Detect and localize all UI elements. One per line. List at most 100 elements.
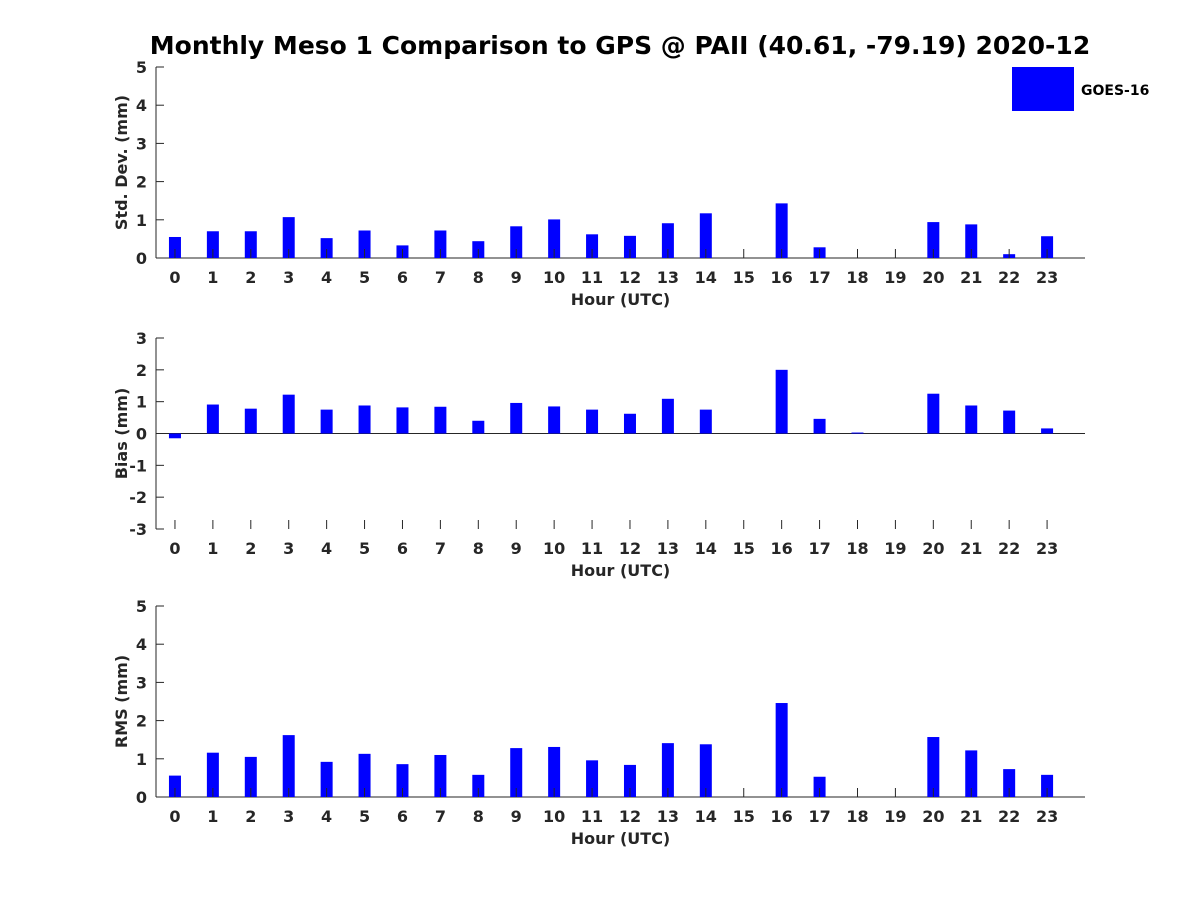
bias-x-tick-label: 10	[543, 539, 565, 558]
rms-bar	[282, 735, 295, 797]
bias-x-tick-label: 23	[1036, 539, 1058, 558]
bias-x-tick-label: 0	[169, 539, 180, 558]
rms-x-tick-label: 7	[435, 807, 446, 826]
rms-x-tick-label: 0	[169, 807, 180, 826]
bias-x-tick-label: 5	[359, 539, 370, 558]
rms-bar	[472, 774, 485, 797]
std-dev-y-tick-label: 2	[136, 173, 147, 192]
bias-y-tick-label: 3	[136, 329, 147, 348]
std-dev-x-tick-label: 22	[998, 268, 1020, 287]
bias-bar	[510, 402, 523, 434]
std-dev-bar	[699, 213, 712, 258]
rms-bar	[1003, 769, 1016, 797]
rms-y-tick-label: 3	[136, 673, 147, 692]
bias-bar	[358, 405, 371, 434]
rms-x-tick-label: 23	[1036, 807, 1058, 826]
std-dev-x-tick-label: 20	[922, 268, 944, 287]
bias-bar	[168, 433, 181, 439]
std-dev-y-tick-label: 5	[136, 58, 147, 77]
std-dev-y-tick-label: 1	[136, 211, 147, 230]
std-dev-x-tick-label: 5	[359, 268, 370, 287]
rms-x-tick-label: 1	[207, 807, 218, 826]
std-dev-x-tick-label: 2	[245, 268, 256, 287]
std-dev-x-tick-label: 21	[960, 268, 982, 287]
std-dev-bar	[206, 231, 219, 258]
bias-x-tick-label: 16	[771, 539, 793, 558]
std-dev-x-tick-label: 1	[207, 268, 218, 287]
bias-bar	[586, 409, 599, 434]
bias-bar	[244, 408, 257, 434]
bias-x-tick-label: 13	[657, 539, 679, 558]
rms-x-tick-label: 6	[397, 807, 408, 826]
std-dev-bar	[320, 238, 333, 258]
bias-y-tick-label: 0	[136, 425, 147, 444]
std-dev-x-tick-label: 0	[169, 268, 180, 287]
rms-x-tick-label: 17	[808, 807, 830, 826]
std-dev-bar	[661, 223, 674, 258]
std-dev-bar	[775, 203, 788, 258]
rms-y-tick-label: 5	[136, 597, 147, 616]
std-dev-y-axis-label: Std. Dev. (mm)	[112, 95, 131, 230]
rms-bar	[320, 761, 333, 797]
rms-bar	[548, 746, 561, 797]
rms-bar	[358, 753, 371, 797]
bias-y-tick-label: 1	[136, 393, 147, 412]
std-dev-x-tick-label: 6	[397, 268, 408, 287]
std-dev-x-tick-label: 13	[657, 268, 679, 287]
std-dev-bar	[434, 230, 447, 258]
bias-bar	[965, 405, 978, 434]
rms-x-tick-label: 18	[846, 807, 868, 826]
std-dev-x-tick-label: 16	[771, 268, 793, 287]
bias-x-tick-label: 8	[473, 539, 484, 558]
rms-bar	[965, 750, 978, 797]
std-dev-x-tick-label: 7	[435, 268, 446, 287]
rms-x-tick-label: 9	[511, 807, 522, 826]
bias-bar	[699, 409, 712, 434]
rms-y-tick-label: 4	[136, 635, 147, 654]
std-dev-y-tick-label: 4	[136, 96, 147, 115]
rms-bar	[813, 776, 826, 797]
std-dev-x-tick-label: 18	[846, 268, 868, 287]
rms-x-tick-label: 2	[245, 807, 256, 826]
std-dev-x-tick-label: 19	[884, 268, 906, 287]
bias-x-tick-label: 1	[207, 539, 218, 558]
bias-x-tick-label: 9	[511, 539, 522, 558]
std-dev-x-tick-label: 8	[473, 268, 484, 287]
std-dev-y-tick-label: 3	[136, 134, 147, 153]
rms-x-tick-label: 5	[359, 807, 370, 826]
rms-bar	[661, 743, 674, 797]
std-dev-x-tick-label: 3	[283, 268, 294, 287]
std-dev-bar	[282, 217, 295, 258]
legend: GOES-16	[1012, 67, 1149, 111]
bias-y-tick-label: 2	[136, 361, 147, 380]
bias-x-tick-label: 18	[846, 539, 868, 558]
rms-x-tick-label: 11	[581, 807, 603, 826]
bias-bar	[320, 409, 333, 434]
bias-bar	[1003, 410, 1016, 434]
bias-x-tick-label: 20	[922, 539, 944, 558]
bias-y-tick-label: -1	[129, 456, 147, 475]
bias-y-tick-label: -3	[129, 520, 147, 539]
std-dev-x-tick-label: 17	[808, 268, 830, 287]
rms-x-tick-label: 10	[543, 807, 565, 826]
bias-x-tick-label: 12	[619, 539, 641, 558]
bias-x-tick-label: 17	[808, 539, 830, 558]
bias-x-tick-label: 15	[733, 539, 755, 558]
bias-bar	[472, 420, 485, 434]
rms-bar	[510, 748, 523, 797]
bias-x-tick-label: 22	[998, 539, 1020, 558]
bias-x-tick-label: 4	[321, 539, 332, 558]
rms-x-tick-label: 15	[733, 807, 755, 826]
rms-y-axis-label: RMS (mm)	[112, 655, 131, 748]
bias-bar	[282, 394, 295, 434]
std-dev-x-tick-label: 11	[581, 268, 603, 287]
legend-swatch	[1012, 67, 1074, 111]
rms-bar	[168, 775, 181, 797]
bias-x-tick-label: 11	[581, 539, 603, 558]
std-dev-bar	[168, 236, 181, 258]
legend-label: GOES-16	[1081, 83, 1149, 99]
bias-bar	[851, 432, 864, 434]
std-dev-x-tick-label: 9	[511, 268, 522, 287]
std-dev-x-axis-label: Hour (UTC)	[571, 290, 671, 309]
